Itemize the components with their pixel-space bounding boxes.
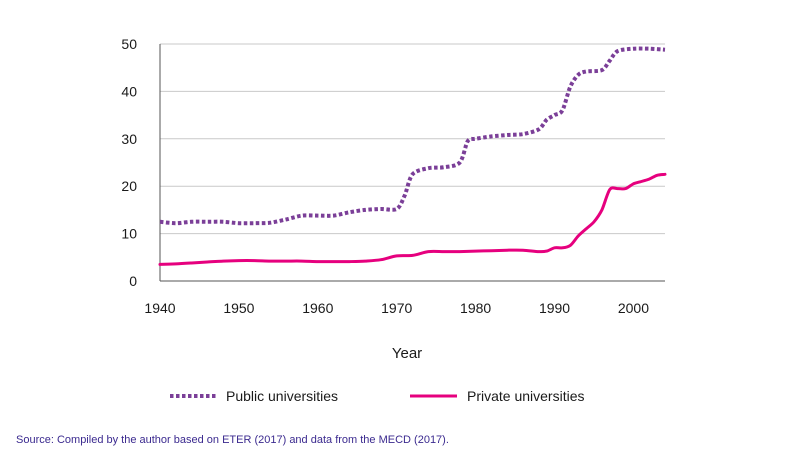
x-tick-label: 2000 xyxy=(618,300,649,316)
source-note: Source: Compiled by the author based on … xyxy=(16,434,449,446)
legend-label-private: Private universities xyxy=(467,388,585,404)
legend: Public universities Private universities xyxy=(170,388,585,404)
y-tick-label: 30 xyxy=(121,131,137,147)
public-universities-line xyxy=(159,46,666,226)
y-tick-label: 0 xyxy=(129,273,137,289)
x-tick-label: 1960 xyxy=(302,300,333,316)
y-tick-label: 10 xyxy=(121,226,137,242)
x-tick-label: 1950 xyxy=(223,300,254,316)
series-lines xyxy=(158,46,667,266)
y-tick-label: 20 xyxy=(121,178,137,194)
y-axis: 0 10 20 30 40 50 xyxy=(121,36,161,289)
x-tick-label: 1940 xyxy=(144,300,175,316)
x-tick-label: 1970 xyxy=(381,300,412,316)
x-tick-label: 1990 xyxy=(539,300,570,316)
x-axis-title: Year xyxy=(392,345,422,362)
y-tick-label: 40 xyxy=(121,83,137,99)
private-universities-line xyxy=(158,172,667,266)
x-axis: 1940 1950 1960 1970 1980 1990 2000 xyxy=(144,280,665,316)
legend-label-public: Public universities xyxy=(226,388,338,404)
x-tick-label: 1980 xyxy=(460,300,491,316)
y-tick-label: 50 xyxy=(121,36,137,52)
